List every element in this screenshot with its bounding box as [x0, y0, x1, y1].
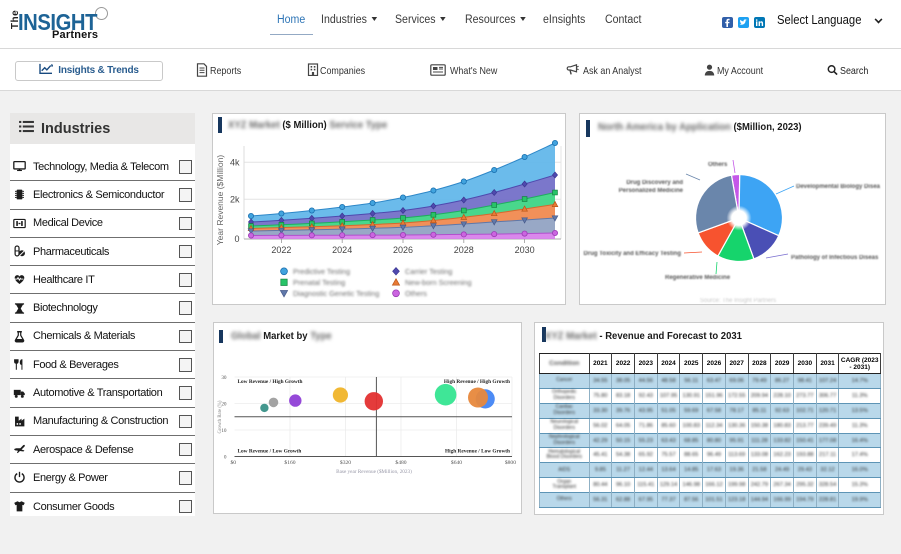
svg-text:Base year Revenue ($Million, 2: Base year Revenue ($Million, 2023)	[336, 468, 412, 475]
svg-text:Drug Toxicity and Efficacy Tes: Drug Toxicity and Efficacy Testing	[584, 251, 682, 257]
svg-text:High Revenue / Low Growth: High Revenue / Low Growth	[445, 449, 510, 455]
svg-text:$800: $800	[505, 459, 516, 466]
svg-text:0: 0	[234, 234, 239, 244]
svg-text:Others: Others	[708, 162, 728, 168]
svg-text:10: 10	[221, 428, 227, 434]
svg-text:Year Revenue ($Million): Year Revenue ($Million)	[215, 155, 225, 246]
svg-text:Diagnostic Genetic Testing: Diagnostic Genetic Testing	[293, 289, 379, 298]
svg-text:High Revenue / High Growth: High Revenue / High Growth	[444, 379, 510, 385]
svg-text:$160: $160	[284, 459, 295, 466]
svg-text:Personalized Medicine: Personalized Medicine	[619, 188, 684, 194]
svg-text:Others: Others	[405, 289, 427, 298]
svg-text:$320: $320	[340, 459, 351, 466]
svg-text:2k: 2k	[230, 194, 240, 204]
svg-text:0: 0	[224, 454, 227, 460]
svg-text:Low Revenue / Low Growth: Low Revenue / Low Growth	[238, 449, 302, 455]
svg-text:New-born Screening: New-born Screening	[405, 278, 472, 287]
svg-text:$480: $480	[395, 459, 406, 466]
svg-text:2028: 2028	[454, 245, 474, 255]
svg-text:Developmental Biology Disea: Developmental Biology Disea	[796, 184, 881, 190]
svg-text:$640: $640	[451, 459, 462, 466]
svg-text:$0: $0	[231, 459, 237, 466]
svg-text:2030: 2030	[515, 245, 535, 255]
svg-text:2022: 2022	[271, 245, 291, 255]
svg-text:Carrier Testing: Carrier Testing	[405, 267, 452, 276]
svg-text:Predictive Testing: Predictive Testing	[293, 267, 350, 276]
svg-text:Growth Rate (%): Growth Rate (%)	[218, 400, 223, 433]
svg-text:Regenerative Medicine: Regenerative Medicine	[665, 275, 731, 281]
svg-text:Drug Discovery and: Drug Discovery and	[626, 180, 683, 186]
svg-text:Source: The Insight Partners: Source: The Insight Partners	[700, 298, 776, 304]
svg-text:4k: 4k	[230, 157, 240, 167]
svg-text:20: 20	[221, 401, 227, 407]
svg-text:2024: 2024	[332, 245, 352, 255]
svg-text:30: 30	[221, 375, 227, 381]
svg-text:Pathology of Infectious Diseas: Pathology of Infectious Diseas	[791, 255, 879, 261]
svg-text:2026: 2026	[393, 245, 413, 255]
svg-text:Prenatal Testing: Prenatal Testing	[293, 278, 345, 287]
svg-text:Low Revenue / High Growth: Low Revenue / High Growth	[238, 379, 303, 385]
